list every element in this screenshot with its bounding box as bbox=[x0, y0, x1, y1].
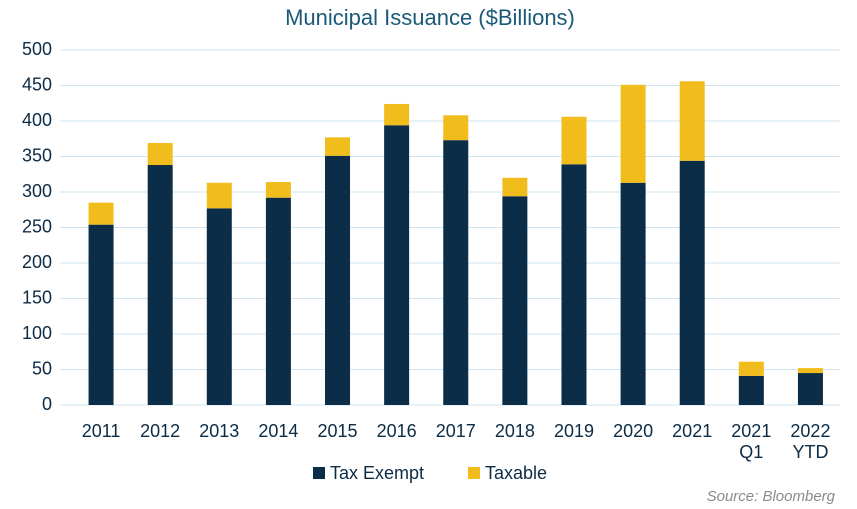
y-tick-label: 500 bbox=[22, 39, 52, 59]
bar-segment bbox=[206, 208, 232, 405]
bar-segment bbox=[265, 182, 291, 198]
bar-segment bbox=[502, 196, 528, 405]
x-tick-label: 2021 Q1 bbox=[731, 421, 772, 462]
x-tick-label: 2012 bbox=[140, 421, 181, 441]
y-tick-label: 0 bbox=[42, 394, 52, 414]
bar-segment bbox=[384, 125, 410, 405]
x-tick-label: 2021 bbox=[672, 421, 713, 441]
legend-label: Tax Exempt bbox=[330, 463, 424, 483]
bar-segment bbox=[797, 368, 823, 374]
bar-segment bbox=[384, 103, 410, 126]
x-tick-label: 2016 bbox=[376, 421, 417, 441]
bar-segment bbox=[147, 143, 173, 166]
bar-segment bbox=[325, 155, 351, 405]
y-tick-label: 350 bbox=[22, 145, 52, 165]
bar-segment bbox=[620, 182, 646, 405]
bar-segment bbox=[620, 84, 646, 183]
bar-segment bbox=[561, 116, 587, 165]
y-tick-label: 450 bbox=[22, 74, 52, 94]
chart-title: Municipal Issuance ($Billions) bbox=[285, 5, 575, 30]
x-tick-label: 2013 bbox=[199, 421, 240, 441]
y-tick-label: 100 bbox=[22, 323, 52, 343]
legend-label: Taxable bbox=[485, 463, 547, 483]
y-tick-label: 300 bbox=[22, 181, 52, 201]
bar-segment bbox=[443, 115, 469, 141]
bar-segment bbox=[443, 140, 469, 406]
x-tick-label: 2011 bbox=[81, 421, 121, 441]
x-tick-label: 2014 bbox=[258, 421, 299, 441]
source-note: Source: Bloomberg bbox=[707, 488, 836, 505]
bar-segment bbox=[738, 375, 764, 405]
x-tick-label: 2022 YTD bbox=[790, 421, 831, 462]
x-tick-label: 2018 bbox=[494, 421, 535, 441]
bar-segment bbox=[206, 182, 232, 209]
bar-segment bbox=[147, 165, 173, 405]
bar-segment bbox=[679, 160, 705, 405]
bar-segment bbox=[265, 197, 291, 405]
bar-segment bbox=[502, 177, 528, 197]
bar-segment bbox=[738, 361, 764, 376]
bar-segment bbox=[88, 224, 114, 405]
legend-swatch bbox=[468, 467, 480, 479]
y-tick-label: 200 bbox=[22, 252, 52, 272]
bar-segment bbox=[561, 164, 587, 405]
x-tick-label: 2017 bbox=[435, 421, 476, 441]
y-tick-label: 50 bbox=[32, 358, 52, 378]
bar-segment bbox=[797, 373, 823, 405]
x-tick-label: 2020 bbox=[613, 421, 654, 441]
bar-segment bbox=[325, 137, 351, 156]
legend-swatch bbox=[313, 467, 325, 479]
bar-segment bbox=[88, 202, 114, 225]
x-tick-label: 2015 bbox=[317, 421, 358, 441]
y-tick-label: 400 bbox=[22, 110, 52, 130]
x-tick-label: 2019 bbox=[553, 421, 594, 441]
y-tick-label: 150 bbox=[22, 287, 52, 307]
y-tick-label: 250 bbox=[22, 216, 52, 236]
bar-segment bbox=[679, 81, 705, 161]
